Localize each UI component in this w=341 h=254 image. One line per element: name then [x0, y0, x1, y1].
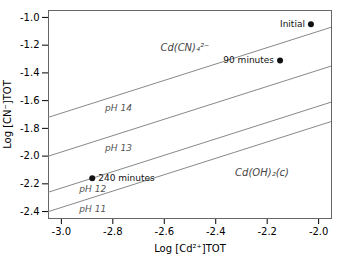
- svg-text:-2.2: -2.2: [257, 226, 277, 237]
- svg-text:Log [CN⁻]TOT: Log [CN⁻]TOT: [2, 79, 13, 149]
- svg-text:pH 14: pH 14: [104, 103, 132, 113]
- svg-text:Cd(OH)₂(c): Cd(OH)₂(c): [235, 167, 289, 178]
- svg-text:240 minutes: 240 minutes: [98, 173, 155, 183]
- svg-text:pH 12: pH 12: [78, 184, 106, 194]
- svg-text:-2.6: -2.6: [155, 226, 175, 237]
- svg-text:pH 13: pH 13: [104, 143, 132, 153]
- svg-text:-2.0: -2.0: [309, 226, 329, 237]
- svg-text:-2.2: -2.2: [20, 178, 40, 189]
- svg-text:Initial: Initial: [280, 19, 305, 29]
- svg-text:Log [Cd²⁺]TOT: Log [Cd²⁺]TOT: [154, 243, 226, 254]
- svg-text:Cd(CN)₄²⁻: Cd(CN)₄²⁻: [160, 42, 209, 53]
- svg-text:-3.0: -3.0: [52, 226, 72, 237]
- svg-text:-1.6: -1.6: [20, 95, 40, 106]
- svg-text:-1.0: -1.0: [20, 12, 40, 23]
- svg-text:90 minutes: 90 minutes: [223, 55, 274, 65]
- svg-text:-2.0: -2.0: [20, 150, 40, 161]
- svg-text:pH 11: pH 11: [78, 204, 106, 214]
- svg-text:-1.4: -1.4: [20, 67, 40, 78]
- svg-text:-2.4: -2.4: [20, 206, 40, 217]
- svg-text:-2.4: -2.4: [206, 226, 226, 237]
- svg-text:-1.8: -1.8: [20, 123, 40, 134]
- svg-text:-2.8: -2.8: [103, 226, 123, 237]
- svg-text:-1.2: -1.2: [20, 39, 40, 50]
